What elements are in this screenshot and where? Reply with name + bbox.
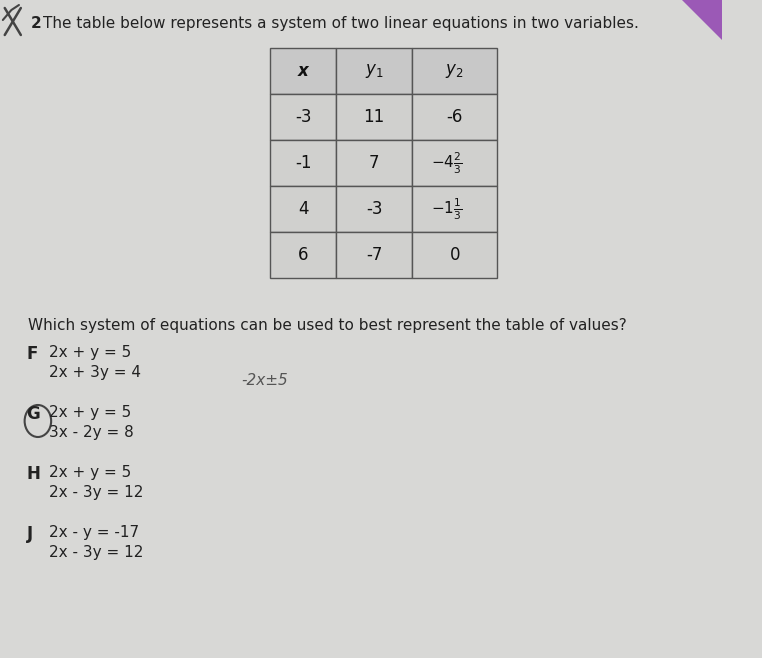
FancyBboxPatch shape xyxy=(412,48,498,94)
Text: 2x + y = 5: 2x + y = 5 xyxy=(50,405,132,420)
FancyBboxPatch shape xyxy=(336,48,412,94)
FancyBboxPatch shape xyxy=(336,140,412,186)
Text: -3: -3 xyxy=(295,108,312,126)
Text: 2x + 3y = 4: 2x + 3y = 4 xyxy=(50,365,141,380)
FancyBboxPatch shape xyxy=(412,94,498,140)
Text: 11: 11 xyxy=(363,108,385,126)
Text: -2x±5: -2x±5 xyxy=(242,373,288,388)
Text: $-4\frac{2}{3}$: $-4\frac{2}{3}$ xyxy=(431,150,463,176)
Text: 2x - 3y = 12: 2x - 3y = 12 xyxy=(50,485,143,500)
FancyBboxPatch shape xyxy=(270,186,336,232)
Text: -7: -7 xyxy=(366,246,383,264)
Text: 2x + y = 5: 2x + y = 5 xyxy=(50,465,132,480)
Text: H: H xyxy=(27,465,40,483)
FancyBboxPatch shape xyxy=(336,186,412,232)
Text: -6: -6 xyxy=(447,108,463,126)
FancyBboxPatch shape xyxy=(270,48,336,94)
Text: The table below represents a system of two linear equations in two variables.: The table below represents a system of t… xyxy=(43,16,639,31)
FancyBboxPatch shape xyxy=(270,140,336,186)
Text: -3: -3 xyxy=(366,200,383,218)
Text: Which system of equations can be used to best represent the table of values?: Which system of equations can be used to… xyxy=(28,318,627,333)
Text: J: J xyxy=(27,525,33,543)
Text: 2x + y = 5: 2x + y = 5 xyxy=(50,345,132,360)
Text: 0: 0 xyxy=(450,246,460,264)
Text: 7: 7 xyxy=(369,154,379,172)
FancyBboxPatch shape xyxy=(336,94,412,140)
Text: $y_2$: $y_2$ xyxy=(446,62,464,80)
Text: G: G xyxy=(27,405,40,423)
Text: 4: 4 xyxy=(298,200,309,218)
Text: F: F xyxy=(27,345,38,363)
FancyBboxPatch shape xyxy=(270,94,336,140)
Text: 2x - 3y = 12: 2x - 3y = 12 xyxy=(50,545,143,560)
FancyBboxPatch shape xyxy=(412,186,498,232)
Text: 6: 6 xyxy=(298,246,309,264)
Text: -1: -1 xyxy=(295,154,312,172)
Polygon shape xyxy=(682,0,722,40)
FancyBboxPatch shape xyxy=(270,232,336,278)
Text: $y_1$: $y_1$ xyxy=(365,62,383,80)
Text: 2: 2 xyxy=(30,16,41,31)
FancyBboxPatch shape xyxy=(336,232,412,278)
Text: $-1\frac{1}{3}$: $-1\frac{1}{3}$ xyxy=(431,196,463,222)
Text: 3x - 2y = 8: 3x - 2y = 8 xyxy=(50,425,134,440)
Text: x: x xyxy=(298,62,309,80)
Text: 2x - y = -17: 2x - y = -17 xyxy=(50,525,139,540)
FancyBboxPatch shape xyxy=(412,140,498,186)
FancyBboxPatch shape xyxy=(412,232,498,278)
